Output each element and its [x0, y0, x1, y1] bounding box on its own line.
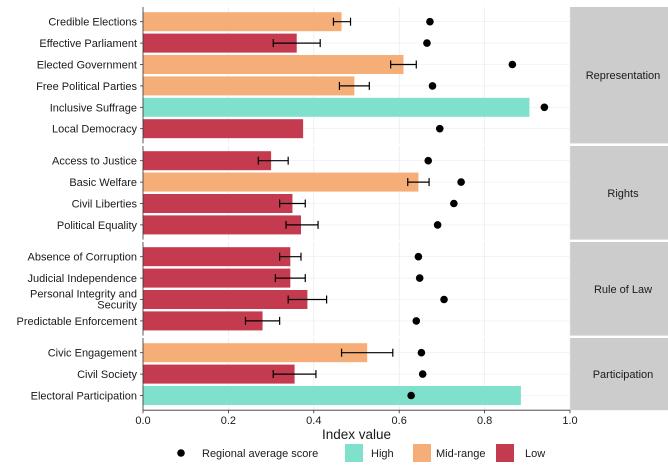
regional-average-point	[433, 221, 442, 229]
legend-swatch-mid-range	[413, 444, 431, 462]
regional-average-point	[415, 274, 424, 282]
legend-label: Low	[525, 448, 545, 460]
category-label-line: Security	[97, 300, 137, 312]
facet-strip	[570, 146, 668, 240]
regional-average-point	[424, 156, 433, 165]
bar	[143, 119, 304, 139]
legend-swatch-high	[345, 444, 363, 462]
x-tick-label: 0.4	[306, 415, 321, 427]
regional-average-point	[440, 295, 448, 304]
regional-average-point	[423, 39, 431, 47]
regional-average-point	[417, 348, 426, 357]
regional-average-point	[418, 370, 427, 378]
bar	[143, 268, 291, 288]
regional-average-point	[540, 103, 549, 112]
regional-average-point	[457, 178, 465, 186]
legend-point-label: Regional average score	[202, 448, 318, 460]
bar	[143, 172, 419, 192]
bar	[143, 364, 295, 384]
bar	[143, 343, 368, 363]
facet-strip	[570, 7, 668, 144]
x-axis-title: Index value	[322, 427, 391, 442]
bar	[143, 215, 301, 235]
legend-swatch-low	[496, 444, 514, 462]
facet-strip-label: Rights	[607, 188, 639, 200]
facet-strip-label: Representation	[586, 70, 661, 82]
legend-label: High	[371, 448, 394, 460]
category-label: Effective Parliament	[39, 38, 137, 50]
category-label: Free Political Parties	[36, 81, 137, 93]
category-label: Credible Elections	[48, 17, 137, 29]
regional-average-point	[407, 391, 415, 400]
chart-panels: Representation Credible Elections Effectiv…	[17, 7, 668, 411]
category-label: Absence of Corruption	[28, 252, 137, 264]
bar	[143, 311, 263, 331]
bar	[143, 194, 293, 213]
category-label: Civic Engagement	[48, 348, 137, 360]
category-label-line: Personal Integrity and	[30, 289, 137, 301]
x-tick-label: 0.0	[135, 415, 150, 427]
category-label: Civil Society	[77, 369, 137, 381]
bar	[143, 386, 521, 405]
facet-strip-label: Rule of Law	[594, 284, 652, 296]
regional-average-point	[428, 82, 437, 90]
legend: Regional average score High Mid-range Low	[177, 444, 545, 462]
x-tick-label: 0.6	[392, 415, 407, 427]
bar	[143, 247, 291, 267]
category-label: Basic Welfare	[69, 177, 137, 189]
category-label: Personal Integrity and Security	[30, 289, 138, 312]
bar	[143, 290, 308, 309]
legend-point-marker	[177, 449, 185, 457]
regional-average-point	[450, 199, 458, 208]
bar	[143, 76, 355, 96]
bar	[143, 55, 404, 74]
bar	[143, 12, 342, 32]
regional-average-point	[414, 252, 423, 261]
panel-rule-of-law: Rule of Law Absence of Corruption Judicial…	[17, 242, 668, 336]
category-label: Inclusive Suffrage	[50, 102, 137, 114]
facet-strip-label: Participation	[593, 369, 654, 381]
bar	[143, 97, 530, 117]
bar	[143, 151, 272, 171]
x-tick-label: 0.2	[221, 415, 236, 427]
bar	[143, 33, 297, 53]
category-label: Access to Justice	[52, 156, 137, 168]
panel-participation: Participation Civic Engagement Civil Socie…	[31, 338, 668, 411]
category-label: Elected Government	[37, 60, 137, 72]
regional-average-point	[426, 17, 434, 26]
facet-strip	[570, 338, 668, 411]
x-tick-label: 1.0	[562, 415, 577, 427]
panel-representation: Representation Credible Elections Effectiv…	[36, 7, 668, 144]
regional-average-point	[508, 60, 517, 69]
panel-rights: Rights Access to Justice Basic Welfare Civi…	[52, 146, 668, 240]
x-tick-label: 0.8	[477, 415, 492, 427]
category-label: Civil Liberties	[72, 199, 138, 211]
regional-average-point	[412, 317, 421, 325]
regional-average-point	[435, 124, 444, 133]
category-label: Local Democracy	[52, 124, 137, 136]
category-label: Judicial Independence	[28, 273, 137, 285]
legend-label: Mid-range	[436, 448, 486, 460]
category-label: Electoral Participation	[31, 391, 137, 403]
x-axis: 0.0 0.2 0.4 0.6 0.8 1.0	[135, 409, 578, 427]
category-label: Predictable Enforcement	[17, 316, 137, 328]
category-label: Political Equality	[57, 220, 138, 232]
facet-strip	[570, 242, 668, 336]
